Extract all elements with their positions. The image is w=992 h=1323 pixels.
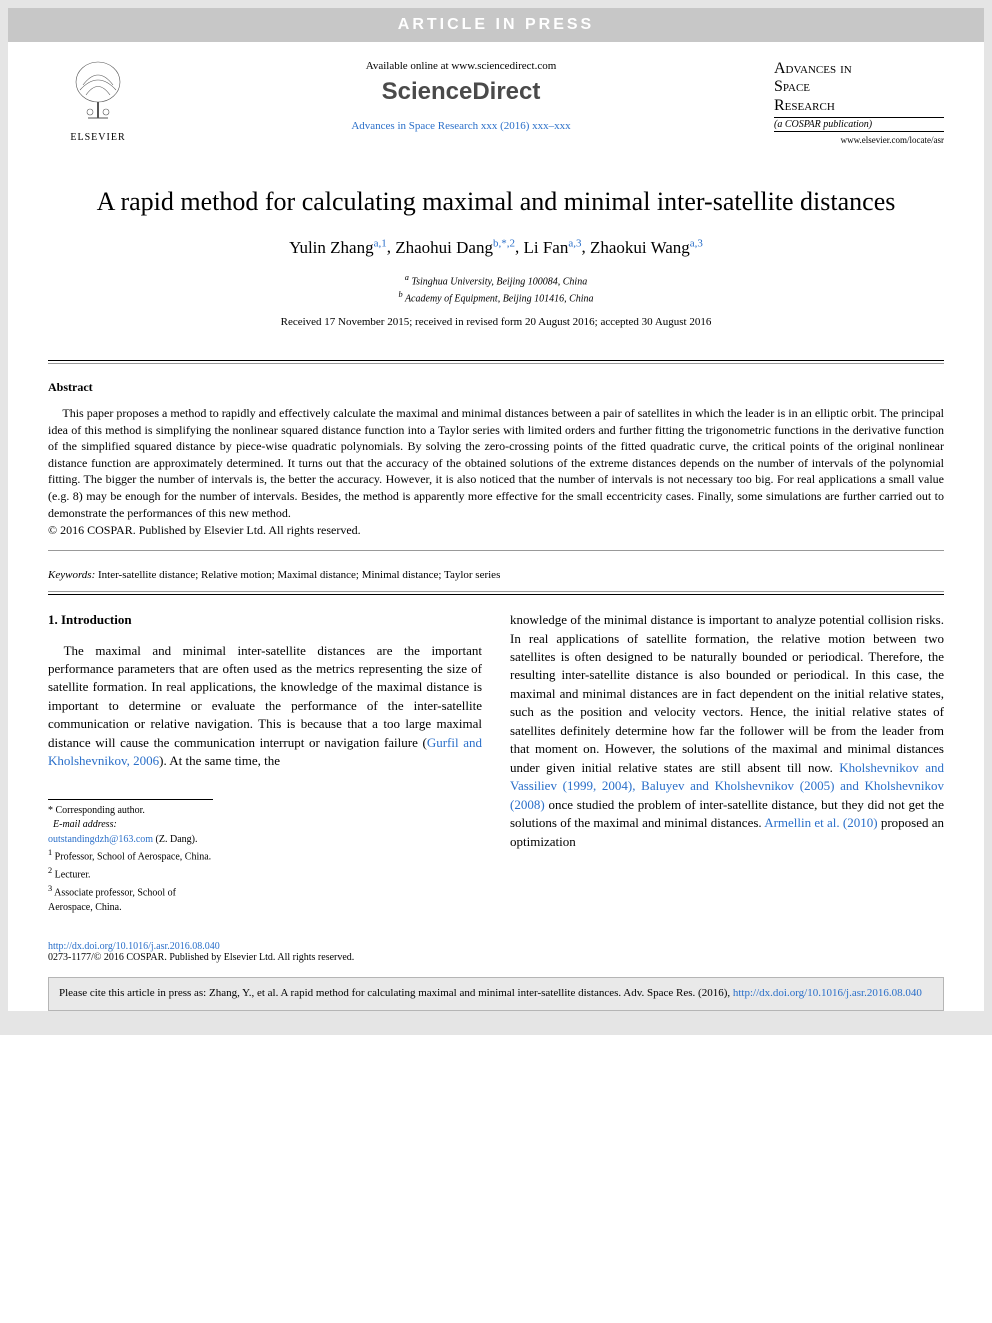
elsevier-label: ELSEVIER <box>48 132 148 143</box>
journal-subtext: (a COSPAR publication) <box>774 117 944 132</box>
keywords-block: Keywords: Inter-satellite distance; Rela… <box>8 551 984 589</box>
author-4: Zhaokui Wanga,3 <box>590 238 703 257</box>
citebox-link[interactable]: http://dx.doi.org/10.1016/j.asr.2016.08.… <box>733 987 922 999</box>
journal-name-l2: Space <box>774 78 810 95</box>
author-3: Li Fana,3 <box>523 238 581 257</box>
intro-heading: 1. Introduction <box>48 611 482 629</box>
affiliation-a: a Tsinghua University, Beijing 100084, C… <box>88 272 904 289</box>
journal-name-l1: Advances in <box>774 60 852 77</box>
footnote-1: 1 Professor, School of Aerospace, China. <box>48 847 213 865</box>
sciencedirect-logo: ScienceDirect <box>148 78 774 106</box>
title-block: A rapid method for calculating maximal a… <box>8 155 984 338</box>
doi-block: http://dx.doi.org/10.1016/j.asr.2016.08.… <box>8 925 984 967</box>
article-dates: Received 17 November 2015; received in r… <box>88 316 904 328</box>
keywords-line: Keywords: Inter-satellite distance; Rela… <box>48 569 500 581</box>
citebox-text: Please cite this article in press as: Zh… <box>59 987 733 999</box>
abstract-block: Abstract This paper proposes a method to… <box>8 364 984 548</box>
elsevier-logo-block: ELSEVIER <box>48 60 148 143</box>
journal-name: Advances in Space Research <box>774 60 944 115</box>
header-zone: ELSEVIER Available online at www.science… <box>8 42 984 155</box>
footnotes-block: * Corresponding author. E-mail address: … <box>48 799 213 915</box>
citation-box: Please cite this article in press as: Zh… <box>48 977 944 1010</box>
left-column: 1. Introduction The maximal and minimal … <box>48 611 482 915</box>
elsevier-tree-icon <box>68 60 128 125</box>
article-title: A rapid method for calculating maximal a… <box>88 185 904 219</box>
journal-title-block: Advances in Space Research (a COSPAR pub… <box>774 60 944 145</box>
intro-paragraph-left: The maximal and minimal inter-satellite … <box>48 642 482 771</box>
footnote-2: 2 Lecturer. <box>48 865 213 883</box>
copyright-line: © 2016 COSPAR. Published by Elsevier Ltd… <box>48 523 944 538</box>
author-1: Yulin Zhanga,1 <box>289 238 387 257</box>
email-link[interactable]: outstandingdzh@163.com <box>48 834 153 845</box>
authors-line: Yulin Zhanga,1, Zhaohui Dangb,*,2, Li Fa… <box>88 237 904 258</box>
center-header: Available online at www.sciencedirect.co… <box>148 60 774 132</box>
right-column: knowledge of the minimal distance is imp… <box>510 611 944 915</box>
body-columns: 1. Introduction The maximal and minimal … <box>8 595 984 925</box>
keywords-text: Inter-satellite distance; Relative motio… <box>98 569 500 581</box>
intro-paragraph-right: knowledge of the minimal distance is imp… <box>510 611 944 851</box>
article-in-press-banner: ARTICLE IN PRESS <box>8 8 984 42</box>
page: ARTICLE IN PRESS ELSEVIER Available onli… <box>8 8 984 1011</box>
affiliation-b: b Academy of Equipment, Beijing 101416, … <box>88 289 904 306</box>
abstract-text: This paper proposes a method to rapidly … <box>48 405 944 521</box>
availability-text: Available online at www.sciencedirect.co… <box>148 60 774 72</box>
rule <box>48 591 944 592</box>
abstract-heading: Abstract <box>48 380 944 395</box>
citation-armellin[interactable]: Armellin et al. (2010) <box>764 815 877 830</box>
author-2: Zhaohui Dangb,*,2 <box>395 238 515 257</box>
rule <box>48 360 944 361</box>
corr-author-note: * Corresponding author. <box>48 804 213 819</box>
keywords-label: Keywords: <box>48 569 95 581</box>
journal-reference-link[interactable]: Advances in Space Research xxx (2016) xx… <box>148 120 774 132</box>
journal-homepage-link[interactable]: www.elsevier.com/locate/asr <box>774 135 944 145</box>
journal-name-l3: Research <box>774 97 835 114</box>
email-line: E-mail address: outstandingdzh@163.com (… <box>48 818 213 847</box>
footnote-3: 3 Associate professor, School of Aerospa… <box>48 883 213 915</box>
doi-link[interactable]: http://dx.doi.org/10.1016/j.asr.2016.08.… <box>48 941 944 952</box>
doi-copyright: 0273-1177/© 2016 COSPAR. Published by El… <box>48 952 944 963</box>
page-wrapper: ARTICLE IN PRESS ELSEVIER Available onli… <box>0 0 992 1035</box>
